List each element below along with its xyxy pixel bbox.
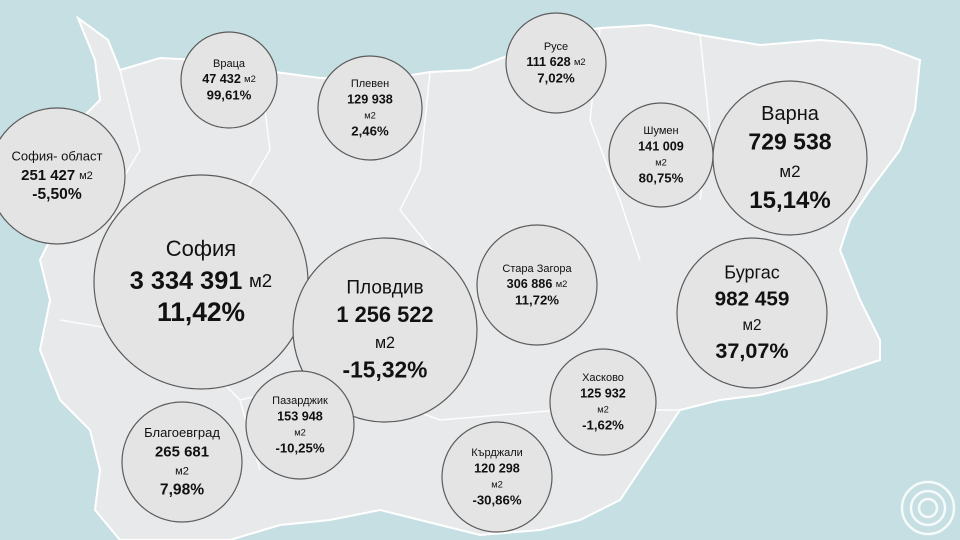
logo [900, 480, 956, 536]
area-unit: м2 [742, 317, 761, 334]
area-value: 3 334 391 [130, 267, 243, 295]
change-percent: 37,07% [715, 338, 788, 363]
region-bubble: Хасково 125 932 м2 -1,62% [549, 348, 657, 456]
region-name: Хасково [582, 372, 624, 384]
area-unit: м2 [375, 334, 395, 352]
bubble [121, 401, 243, 523]
region-bubble: Варна 729 538 м2 15,14% [712, 80, 868, 236]
area-unit: м2 [175, 465, 189, 477]
area-value: 120 298 [474, 461, 520, 475]
change-percent: -15,32% [343, 356, 428, 382]
region-bubble: Благоевград 265 681 м2 7,98% [121, 401, 243, 523]
region-bubble: Шумен 141 009 м2 80,75% [608, 102, 714, 208]
area-unit: м2 [244, 74, 256, 84]
bubble [317, 55, 423, 161]
area-value: 111 628 [526, 55, 570, 69]
region-bubble: Пловдив 1 256 522 м2 -15,32% [292, 237, 478, 423]
region-name: Кърджали [471, 447, 523, 459]
area-line: 47 432 м2 [202, 72, 256, 86]
area-value: 251 427 [21, 167, 75, 184]
region-name: Стара Загора [502, 263, 572, 275]
bubble [549, 348, 657, 456]
change-percent: -10,25% [275, 440, 324, 455]
change-percent: 80,75% [639, 170, 684, 185]
area-unit: м2 [556, 279, 568, 289]
change-percent: -5,50% [32, 186, 82, 203]
region-name: Пловдив [346, 278, 423, 299]
area-value: 125 932 [580, 386, 626, 400]
region-name: Русе [544, 41, 568, 53]
area-value: 129 938 [347, 92, 393, 106]
change-percent: -1,62% [582, 417, 624, 432]
region-name: Плевен [351, 78, 389, 90]
change-percent: 7,02% [537, 70, 575, 85]
area-line: 251 427 м2 [21, 167, 93, 184]
bubble [505, 12, 607, 114]
bubble [441, 421, 553, 533]
bubble [245, 370, 355, 480]
area-line: 111 628 м2 [526, 55, 585, 69]
area-value: 982 459 [715, 287, 790, 310]
region-bubble: Пазарджик 153 948 м2 -10,25% [245, 370, 355, 480]
change-percent: 99,61% [207, 87, 252, 102]
area-unit: м2 [779, 162, 800, 181]
area-value: 141 009 [638, 139, 684, 153]
area-value: 306 886 [507, 277, 553, 291]
area-line: 306 886 м2 [507, 277, 568, 291]
change-percent: 2,46% [351, 123, 389, 138]
bubble [476, 224, 598, 346]
area-unit: м2 [364, 110, 376, 120]
bubble [608, 102, 714, 208]
region-bubble: Плевен 129 938 м2 2,46% [317, 55, 423, 161]
region-bubble: Кърджали 120 298 м2 -30,86% [441, 421, 553, 533]
bubble [180, 31, 278, 129]
change-percent: 15,14% [749, 187, 830, 214]
change-percent: 7,98% [160, 481, 204, 498]
change-percent: -30,86% [472, 492, 521, 507]
area-value: 729 538 [748, 129, 831, 155]
region-name: София- област [12, 149, 103, 164]
change-percent: 11,42% [157, 297, 245, 327]
area-unit: м2 [249, 270, 272, 291]
bubble [292, 237, 478, 423]
area-value: 1 256 522 [336, 302, 433, 327]
bubble [676, 237, 828, 389]
region-bubble: Бургас 982 459 м2 37,07% [676, 237, 828, 389]
change-percent: 11,72% [515, 292, 559, 307]
area-unit: м2 [79, 170, 93, 182]
bubble [0, 107, 126, 245]
region-bubble: Русе 111 628 м2 7,02% [505, 12, 607, 114]
region-name: Враца [213, 58, 246, 70]
area-line: 3 334 391 м2 [130, 267, 272, 295]
area-value: 265 681 [155, 444, 209, 461]
region-name: Бургас [724, 263, 779, 283]
region-name: Шумен [643, 125, 678, 137]
bubble [712, 80, 868, 236]
area-value: 47 432 [202, 72, 241, 86]
region-name: Благоевград [144, 425, 220, 440]
region-name: София [166, 236, 236, 261]
area-unit: м2 [294, 427, 306, 437]
area-unit: м2 [655, 157, 667, 167]
area-unit: м2 [597, 404, 609, 414]
region-name: Варна [761, 103, 820, 125]
area-value: 153 948 [277, 409, 323, 423]
area-unit: м2 [574, 57, 586, 67]
region-name: Пазарджик [272, 395, 328, 407]
area-unit: м2 [491, 479, 503, 489]
region-bubble: София- област 251 427 м2 -5,50% [0, 107, 126, 245]
